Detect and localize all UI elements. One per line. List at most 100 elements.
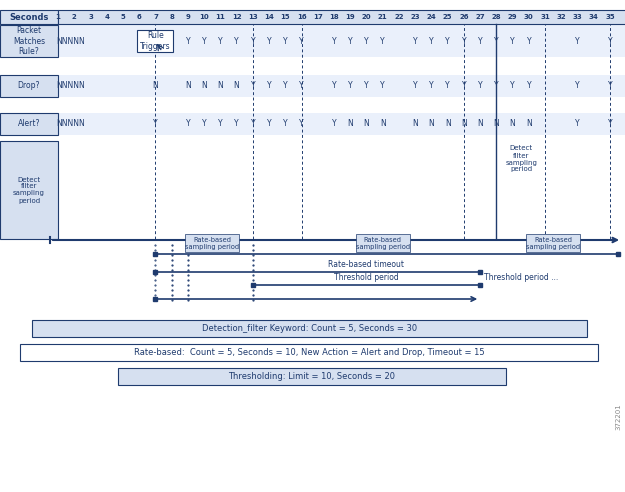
Text: Y: Y [478, 36, 482, 45]
Text: Y: Y [608, 82, 612, 91]
Text: N: N [429, 120, 434, 128]
Text: Detect
filter
sampling
period: Detect filter sampling period [13, 177, 45, 204]
Bar [0, 10, 58, 24]
Text: Y: Y [234, 36, 239, 45]
Text: 9: 9 [186, 14, 191, 20]
Text: Threshold period: Threshold period [334, 273, 399, 282]
Bar [616, 252, 620, 256]
Text: Y: Y [478, 82, 482, 91]
Text: 6: 6 [137, 14, 141, 20]
Text: Y: Y [251, 82, 255, 91]
Bar [478, 270, 482, 274]
Text: Rate-based
sampling period: Rate-based sampling period [356, 237, 410, 249]
Text: Y: Y [234, 120, 239, 128]
Text: 28: 28 [491, 14, 501, 20]
Bar [526, 234, 580, 252]
Text: 29: 29 [508, 14, 518, 20]
Text: N: N [152, 82, 158, 91]
Text: 18: 18 [329, 14, 339, 20]
Text: 3: 3 [88, 14, 93, 20]
Text: Y: Y [299, 82, 304, 91]
Bar [356, 234, 410, 252]
Text: Y: Y [526, 36, 531, 45]
Text: 5: 5 [121, 14, 126, 20]
Text: Y: Y [575, 82, 580, 91]
Text: 19: 19 [346, 14, 355, 20]
Text: Y: Y [218, 36, 222, 45]
Text: Y: Y [429, 82, 434, 91]
Bar [32, 320, 587, 337]
Bar [0, 141, 58, 239]
Text: 14: 14 [264, 14, 274, 20]
Bar [58, 25, 625, 57]
Text: 7: 7 [153, 14, 158, 20]
Text: Alert?: Alert? [18, 120, 40, 128]
Text: 23: 23 [411, 14, 420, 20]
Text: 33: 33 [572, 14, 582, 20]
Text: Drop?: Drop? [18, 82, 40, 91]
Text: Y: Y [186, 120, 190, 128]
Bar [118, 368, 506, 385]
Bar [185, 234, 239, 252]
Text: N: N [348, 120, 353, 128]
Text: Y: Y [283, 120, 288, 128]
Text: 15: 15 [281, 14, 290, 20]
Text: N: N [461, 120, 467, 128]
Text: Y: Y [526, 82, 531, 91]
Text: Y: Y [332, 82, 336, 91]
Text: Y: Y [608, 36, 612, 45]
Text: 16: 16 [297, 14, 306, 20]
Text: Y: Y [446, 82, 450, 91]
Text: Y: Y [429, 36, 434, 45]
Bar [137, 30, 173, 52]
Text: Y: Y [494, 82, 499, 91]
Text: 32: 32 [556, 14, 566, 20]
Text: 30: 30 [524, 14, 534, 20]
Text: Y: Y [381, 82, 385, 91]
Text: Y: Y [575, 120, 580, 128]
Text: NNNNN: NNNNN [56, 120, 85, 128]
Text: Y: Y [267, 82, 271, 91]
Text: N: N [201, 82, 207, 91]
Text: 22: 22 [394, 14, 404, 20]
Text: 25: 25 [443, 14, 452, 20]
Text: 26: 26 [459, 14, 469, 20]
Bar [0, 75, 58, 97]
Text: Y: Y [462, 82, 466, 91]
Text: Y: Y [608, 120, 612, 128]
Text: Y: Y [364, 82, 369, 91]
Text: NNNNN: NNNNN [56, 36, 85, 45]
Text: N: N [234, 82, 239, 91]
Text: Y: Y [348, 82, 352, 91]
Text: Y: Y [494, 36, 499, 45]
Bar [58, 10, 625, 24]
Text: Y: Y [153, 120, 158, 128]
Text: Y: Y [153, 36, 158, 45]
Text: Detect
filter
sampling
period: Detect filter sampling period [506, 146, 538, 173]
Text: Y: Y [332, 120, 336, 128]
Text: 35: 35 [605, 14, 615, 20]
Text: 8: 8 [169, 14, 174, 20]
Text: 1: 1 [56, 14, 61, 20]
Text: N: N [494, 120, 499, 128]
Text: 34: 34 [589, 14, 599, 20]
Text: N: N [478, 120, 483, 128]
Text: Y: Y [381, 36, 385, 45]
Text: 21: 21 [378, 14, 388, 20]
Bar [478, 283, 482, 287]
Text: Threshold period ...: Threshold period ... [484, 273, 558, 282]
Bar [153, 252, 158, 256]
Text: NNNNN: NNNNN [56, 82, 85, 91]
Text: Y: Y [267, 36, 271, 45]
Text: N: N [510, 120, 516, 128]
Text: Y: Y [202, 36, 206, 45]
Text: N: N [526, 120, 532, 128]
Text: Y: Y [251, 36, 255, 45]
Text: Packet
Matches
Rule?: Packet Matches Rule? [13, 26, 45, 56]
Text: Thresholding: Limit = 10, Seconds = 20: Thresholding: Limit = 10, Seconds = 20 [229, 372, 396, 381]
Text: N: N [445, 120, 451, 128]
Text: N: N [217, 82, 223, 91]
Text: 372201: 372201 [615, 403, 621, 430]
Bar [0, 25, 58, 57]
Text: Y: Y [510, 36, 515, 45]
